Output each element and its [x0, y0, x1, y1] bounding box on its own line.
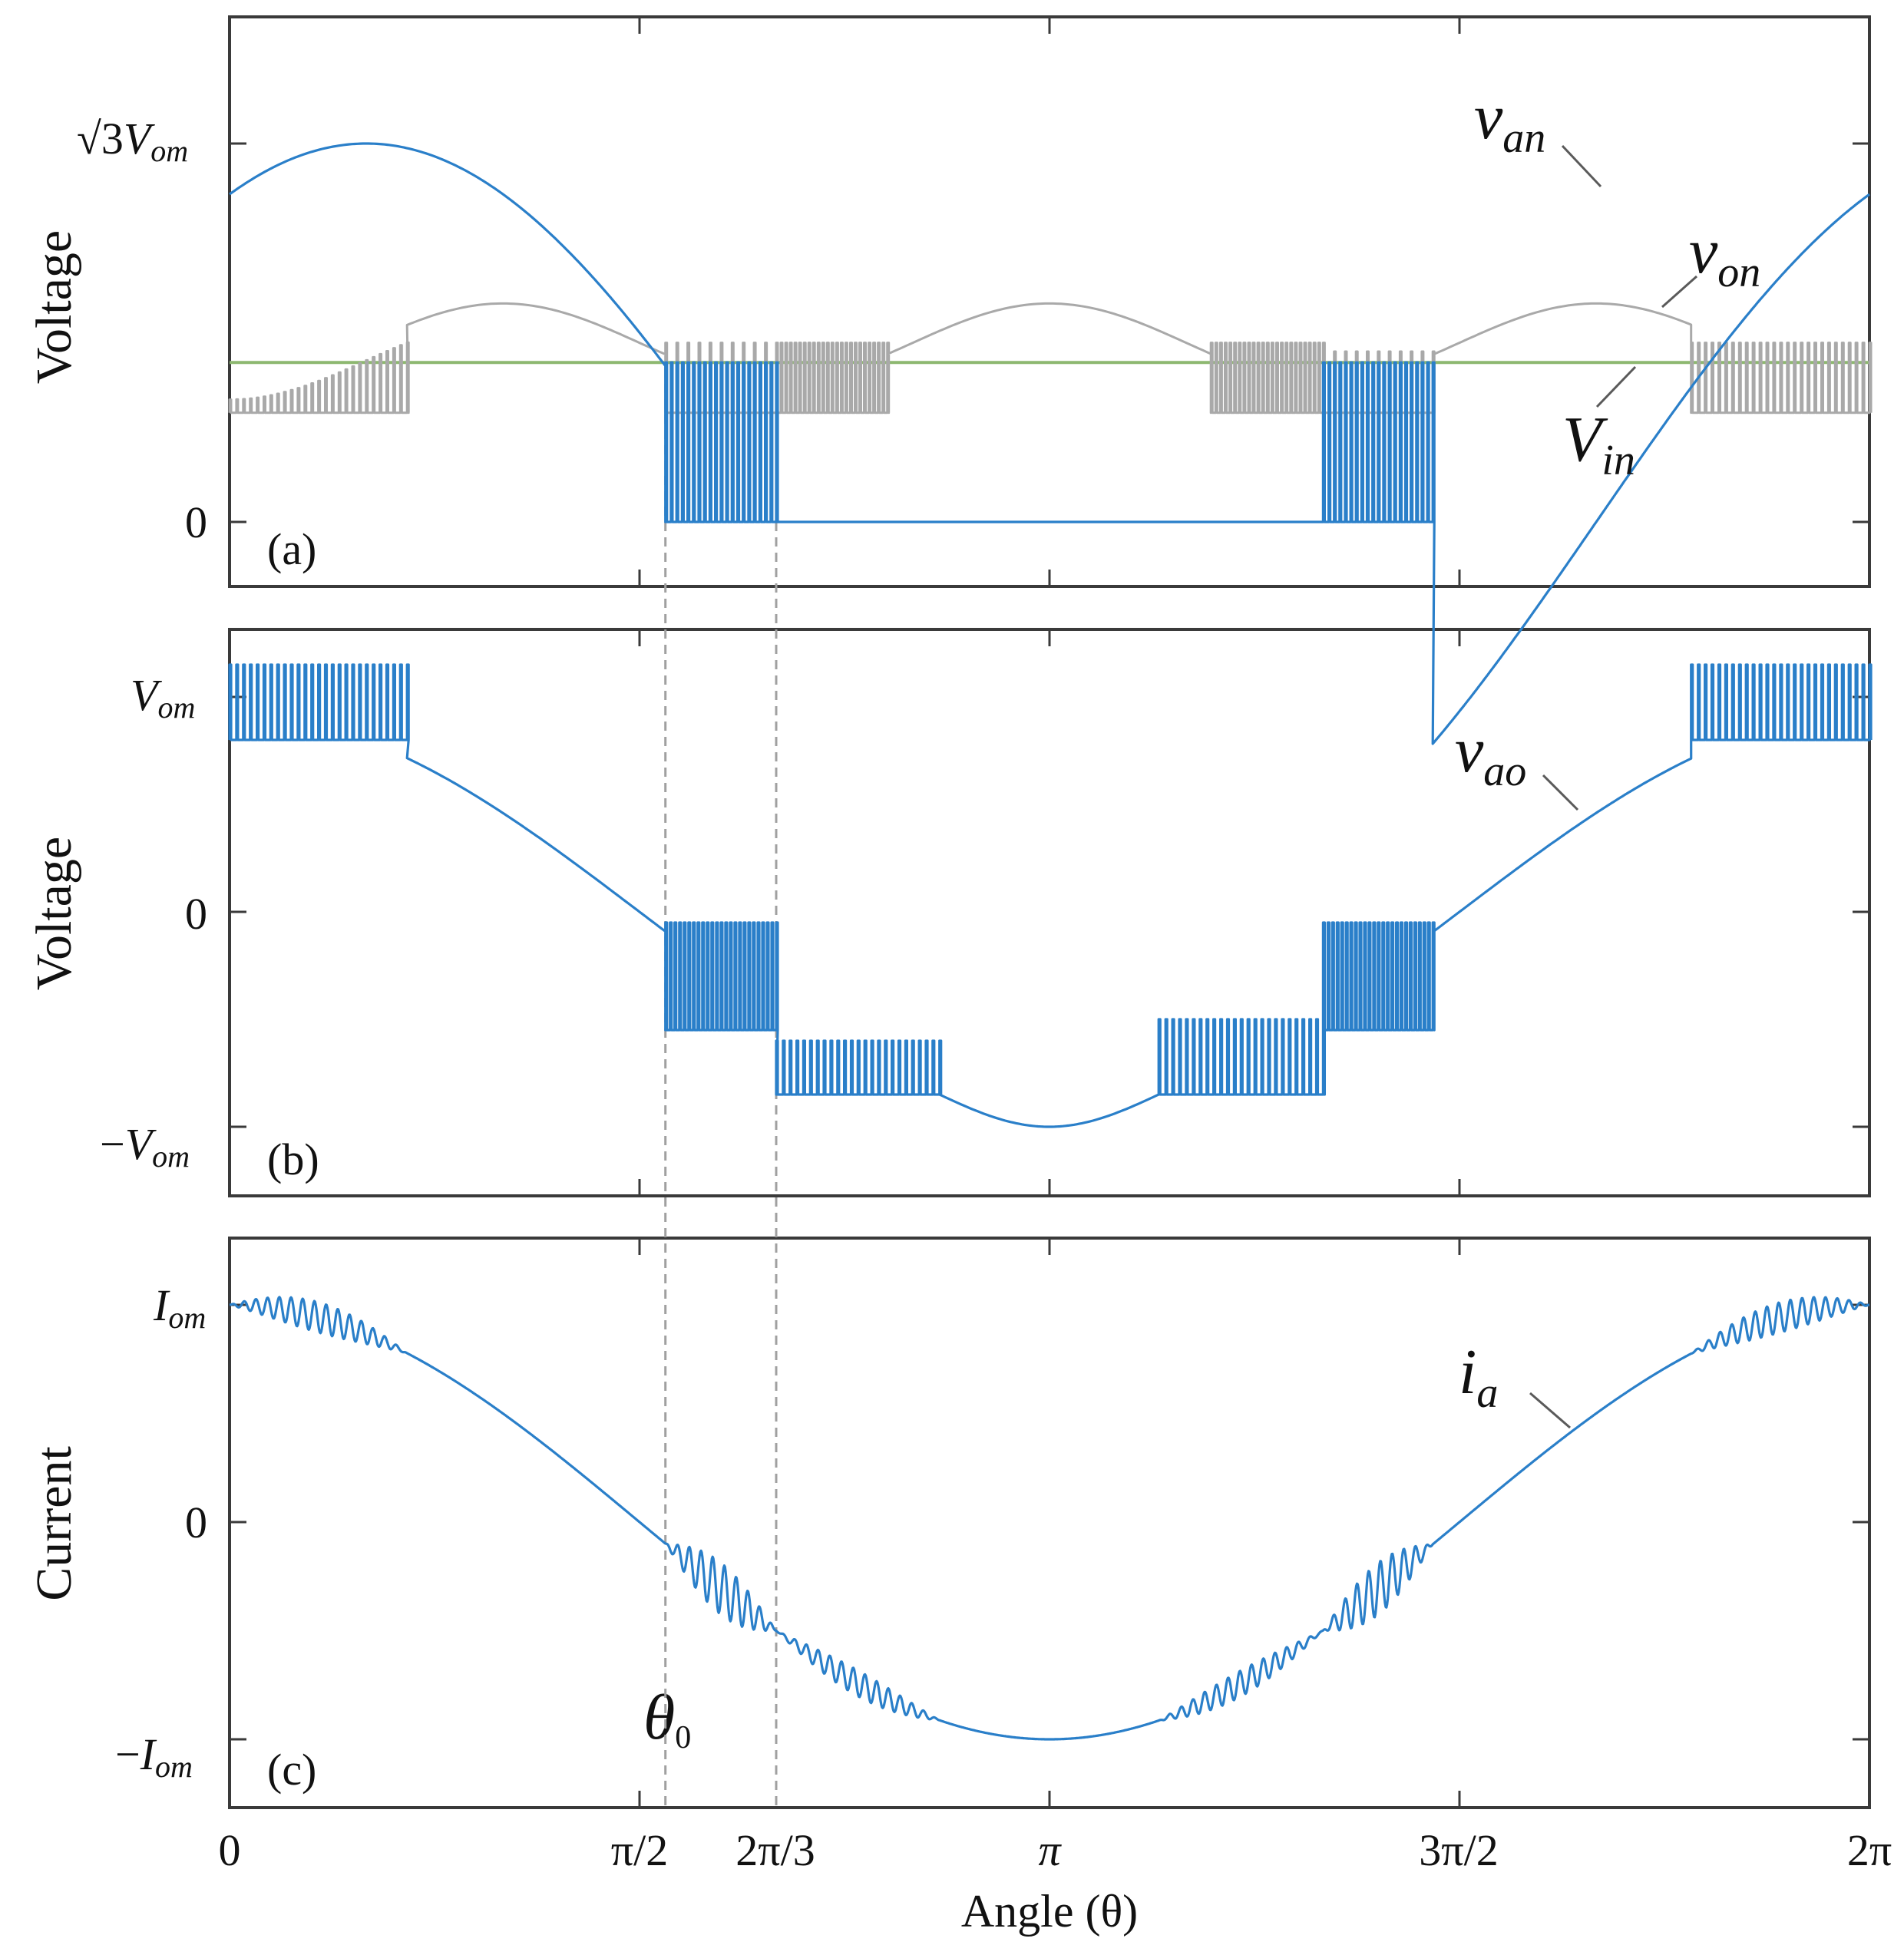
panel-b-label: (b)	[267, 1134, 319, 1184]
panel-b-ytick-vom: Vom	[131, 670, 195, 725]
leader-vao	[1542, 774, 1579, 811]
xtick-pi: π	[1038, 1825, 1062, 1875]
xtick-pi-2: π/2	[611, 1825, 668, 1875]
panel-a-ylabel: Voltage	[26, 230, 82, 384]
panel-b-ytick-negvom: −Vom	[100, 1119, 190, 1174]
xtick-2pi-3: 2π/3	[735, 1825, 815, 1875]
leader-vin	[1595, 365, 1637, 408]
ia-series	[229, 1296, 1870, 1741]
label-vao: vao	[1455, 715, 1526, 795]
label-vin: Vin	[1562, 404, 1635, 484]
axis-ticks	[230, 17, 1869, 1808]
panel-c-frame	[228, 1237, 1871, 1809]
curves	[228, 142, 1873, 1741]
theta0-label: θ0	[643, 1682, 691, 1755]
xtick-0: 0	[219, 1825, 241, 1875]
panel-c-ytick-zero: 0	[185, 1498, 207, 1547]
von-series	[228, 302, 1873, 414]
van-series	[229, 142, 1870, 745]
vao-series	[228, 663, 1873, 1128]
panel-c-label: (c)	[267, 1745, 316, 1795]
panel-a-label: (a)	[267, 524, 316, 574]
label-ia: ia	[1459, 1336, 1498, 1417]
panel-a-frame	[228, 15, 1871, 588]
xtick-2pi: 2π	[1847, 1825, 1892, 1875]
leader-ia	[1529, 1392, 1571, 1429]
panel-b-ytick-zero: 0	[185, 889, 207, 939]
panel-a-ytick-sqrt3vom: √3Vom	[77, 114, 188, 168]
theta-guides	[664, 368, 778, 1808]
panel-b-frame	[228, 628, 1871, 1197]
panel-c-ytick-negiom: −Iom	[115, 1729, 193, 1784]
label-von: von	[1689, 216, 1760, 296]
x-axis-title: Angle (θ)	[961, 1886, 1138, 1937]
label-van: van	[1474, 81, 1545, 162]
panel-b-ylabel: Voltage	[26, 837, 82, 990]
leader-von	[1661, 275, 1697, 309]
xtick-3pi-2: 3π/2	[1419, 1825, 1498, 1875]
leader-van	[1561, 144, 1602, 188]
panel-c-ylabel: Current	[26, 1446, 82, 1601]
panel-a-ytick-zero: 0	[185, 497, 207, 547]
panel-c-ytick-iom: Iom	[153, 1280, 206, 1335]
